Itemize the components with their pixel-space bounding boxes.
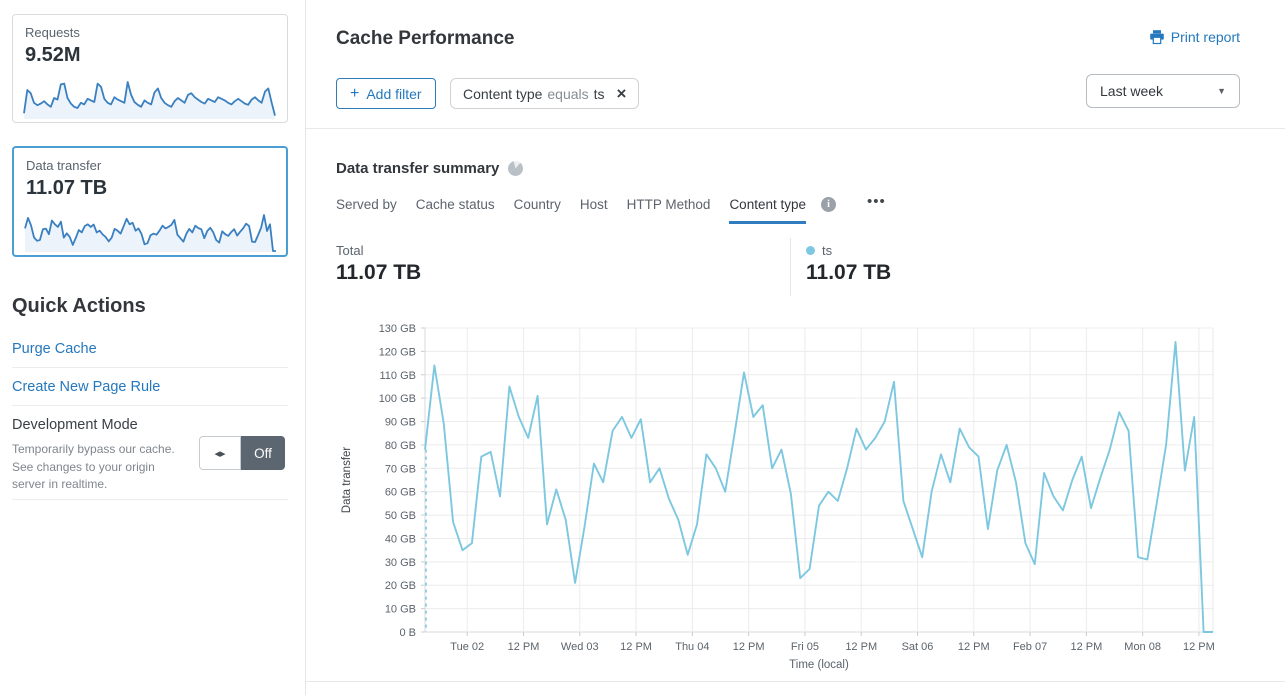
- svg-text:10 GB: 10 GB: [385, 604, 416, 616]
- development-mode-description: Temporarily bypass our cache. See change…: [12, 442, 175, 491]
- sidebar-divider: [305, 0, 306, 695]
- svg-text:12 PM: 12 PM: [620, 641, 652, 653]
- printer-icon: [1149, 30, 1164, 45]
- add-filter-label: Add filter: [366, 85, 422, 102]
- total-value: 11.07 TB: [336, 261, 422, 284]
- plus-icon: +: [350, 84, 360, 102]
- svg-text:12 PM: 12 PM: [508, 641, 540, 653]
- svg-text:Thu 04: Thu 04: [675, 641, 709, 653]
- requests-card-label: Requests: [25, 25, 80, 40]
- svg-text:Mon 08: Mon 08: [1124, 641, 1161, 653]
- svg-text:Fri 05: Fri 05: [791, 641, 819, 653]
- svg-text:Feb 07: Feb 07: [1013, 641, 1047, 653]
- svg-text:70 GB: 70 GB: [385, 463, 416, 475]
- create-page-rule-link[interactable]: Create New Page Rule: [12, 379, 161, 395]
- page-title: Cache Performance: [336, 28, 515, 49]
- data-transfer-chart[interactable]: 0 B 10 GB 20 GB 30 GB 40 GB 50 GB 60 GB 70 GB 80…: [330, 316, 1285, 688]
- print-report-link[interactable]: Print report: [1149, 29, 1240, 45]
- total-block: Total 11.07 TB: [336, 243, 421, 285]
- chevron-down-icon: ▼: [1217, 86, 1226, 96]
- legend-series-name: ts: [822, 243, 833, 258]
- legend-series-value: 11.07 TB: [806, 261, 892, 284]
- total-label: Total: [336, 243, 364, 258]
- svg-text:12 PM: 12 PM: [958, 641, 990, 653]
- tab-cache-status[interactable]: Cache status: [415, 197, 495, 212]
- svg-text:Sat 06: Sat 06: [902, 641, 934, 653]
- data-transfer-card-label: Data transfer: [26, 158, 102, 173]
- requests-card[interactable]: Requests 9.52M: [12, 14, 288, 123]
- time-range-select[interactable]: Last week ▼: [1086, 74, 1240, 108]
- svg-text:20 GB: 20 GB: [385, 580, 416, 592]
- legend-dot: [806, 246, 815, 255]
- svg-text:80 GB: 80 GB: [385, 440, 416, 452]
- remove-filter-icon[interactable]: ×: [616, 84, 627, 103]
- divider: [12, 499, 288, 500]
- add-filter-button[interactable]: + Add filter: [336, 78, 436, 109]
- data-transfer-card[interactable]: Data transfer 11.07 TB: [12, 146, 288, 257]
- tab-country[interactable]: Country: [513, 197, 561, 212]
- tab-host[interactable]: Host: [579, 197, 608, 212]
- svg-text:Data transfer: Data transfer: [341, 447, 353, 514]
- divider: [12, 405, 288, 406]
- data-transfer-card-value: 11.07 TB: [26, 177, 108, 199]
- requests-card-value: 9.52M: [25, 44, 81, 66]
- divider: [306, 128, 1285, 129]
- divider: [790, 238, 791, 296]
- more-tabs-icon[interactable]: •••: [867, 193, 886, 210]
- svg-text:Wed 03: Wed 03: [561, 641, 599, 653]
- pie-chart-icon: [508, 161, 524, 176]
- svg-text:Tue 02: Tue 02: [450, 641, 484, 653]
- summary-tabs: Served by Cache status Country Host HTTP…: [336, 193, 886, 224]
- svg-text:12 PM: 12 PM: [1183, 641, 1215, 653]
- time-range-value: Last week: [1100, 83, 1164, 99]
- legend-block: ts 11.07 TB: [806, 243, 891, 285]
- tab-served-by[interactable]: Served by: [336, 197, 397, 212]
- svg-text:12 PM: 12 PM: [845, 641, 877, 653]
- data-transfer-sparkline: [24, 214, 276, 252]
- svg-text:40 GB: 40 GB: [385, 533, 416, 545]
- filter-chip-field: Content type: [463, 85, 543, 102]
- purge-cache-link[interactable]: Purge Cache: [12, 341, 97, 357]
- svg-text:90 GB: 90 GB: [385, 417, 416, 429]
- dev-mode-arrows-icon: ◂▸: [214, 447, 226, 460]
- svg-text:0 B: 0 B: [399, 627, 416, 639]
- divider: [306, 681, 1285, 682]
- filter-chip-value: ts: [593, 85, 605, 102]
- svg-text:30 GB: 30 GB: [385, 557, 416, 569]
- print-report-label: Print report: [1170, 29, 1240, 45]
- tab-http-method[interactable]: HTTP Method: [626, 197, 711, 212]
- filter-chip-operator: equals: [547, 85, 589, 102]
- toggle-state-label: Off: [241, 436, 285, 470]
- svg-text:Time (local): Time (local): [789, 659, 849, 671]
- summary-title-row: Data transfer summary: [336, 160, 524, 177]
- quick-actions-title: Quick Actions: [12, 295, 146, 317]
- svg-text:60 GB: 60 GB: [385, 487, 416, 499]
- svg-text:130 GB: 130 GB: [379, 323, 416, 335]
- tab-content-type[interactable]: Content type: [729, 197, 806, 224]
- divider: [12, 367, 288, 368]
- info-icon[interactable]: i: [821, 197, 836, 212]
- development-mode-title: Development Mode: [12, 417, 138, 433]
- development-mode-toggle[interactable]: ◂▸ Off: [199, 436, 285, 470]
- svg-text:120 GB: 120 GB: [379, 346, 416, 358]
- filter-chip: Content type equals ts ×: [450, 78, 640, 109]
- svg-text:12 PM: 12 PM: [1070, 641, 1102, 653]
- svg-text:100 GB: 100 GB: [379, 393, 416, 405]
- summary-title: Data transfer summary: [336, 160, 500, 177]
- svg-text:50 GB: 50 GB: [385, 510, 416, 522]
- toggle-knob[interactable]: ◂▸: [199, 436, 241, 470]
- requests-sparkline: [23, 81, 276, 119]
- svg-text:12 PM: 12 PM: [733, 641, 765, 653]
- svg-text:110 GB: 110 GB: [380, 370, 417, 382]
